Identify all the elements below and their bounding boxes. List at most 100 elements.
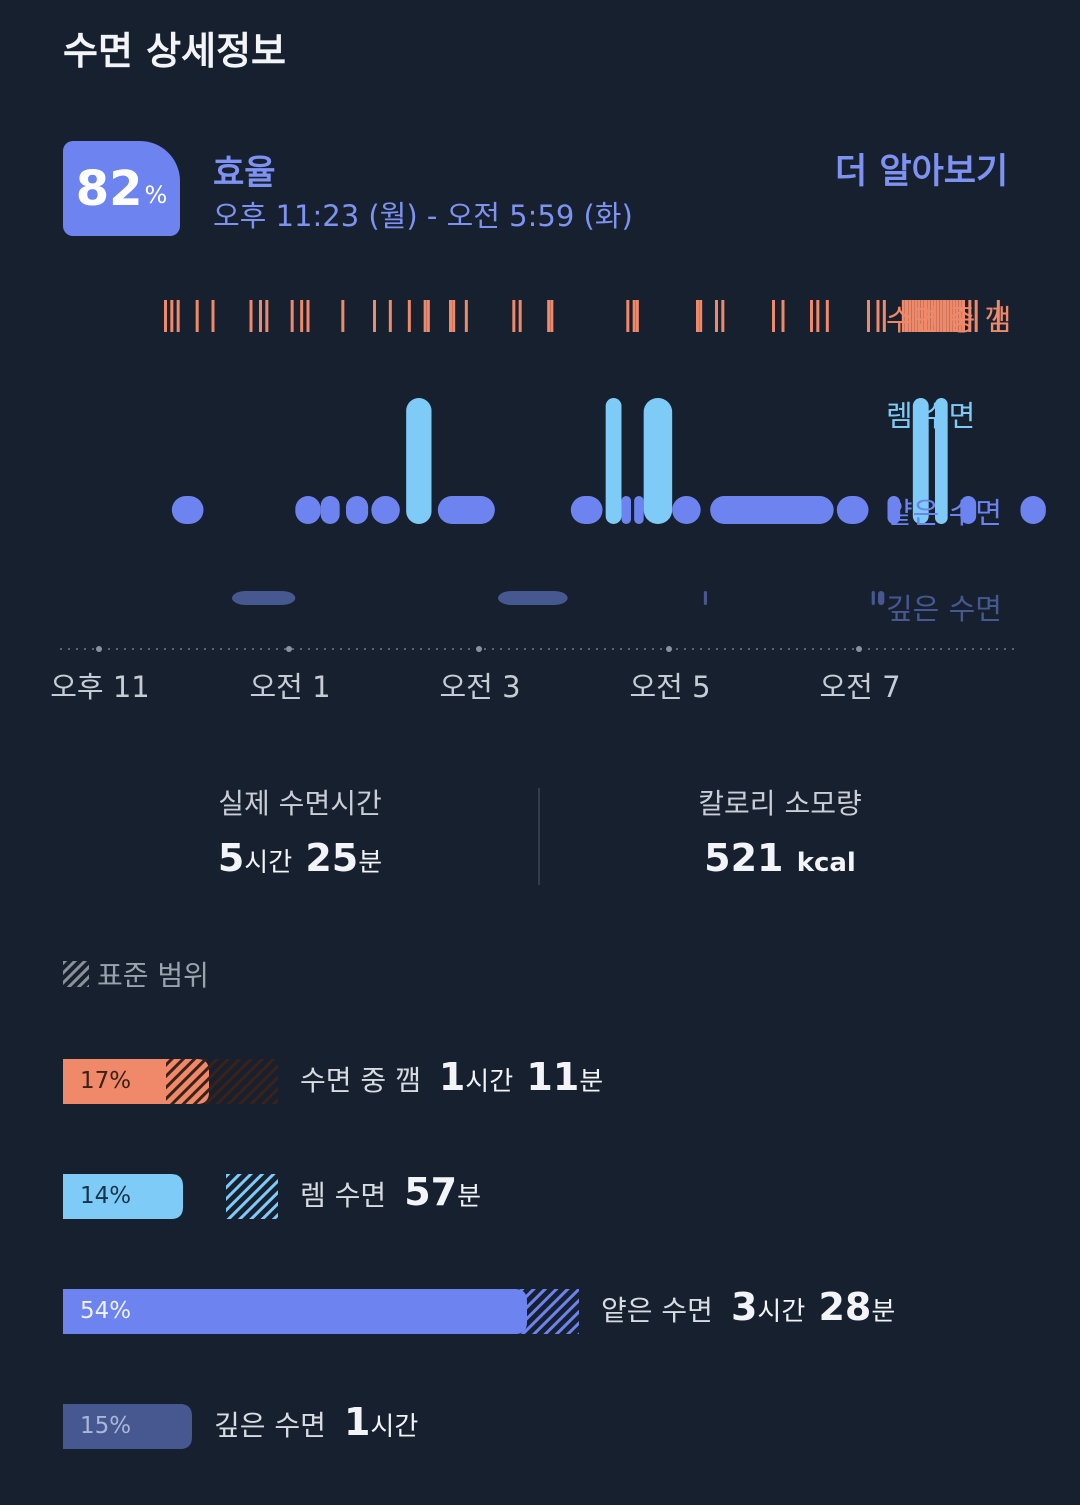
stage-summary: 깊은 수면 1시간 <box>214 1400 418 1444</box>
stage-percent: 14% <box>80 1183 132 1209</box>
hypnogram-segment <box>878 591 885 605</box>
stage-duration: 1시간 <box>344 1400 418 1444</box>
efficiency-label: 효율 <box>213 153 276 193</box>
awake-mark <box>908 300 912 332</box>
stage-bar-fill <box>63 1174 183 1219</box>
awake-mark <box>955 300 959 332</box>
stage-duration: 1시간 11분 <box>439 1055 603 1099</box>
awake-mark <box>211 300 215 332</box>
stage-bar <box>63 1174 278 1219</box>
hypnogram-segment <box>643 398 673 524</box>
awake-mark <box>715 300 718 332</box>
awake-mark <box>626 300 630 332</box>
hypnogram-segment <box>935 398 948 524</box>
standard-range-label: 표준 범위 <box>97 959 209 992</box>
x-tick-label: 오전 1 <box>249 670 331 704</box>
awake-mark <box>905 300 908 332</box>
standard-range-hatch <box>175 1404 183 1449</box>
awake-mark <box>635 300 639 332</box>
duration-number: 1 <box>343 1400 371 1444</box>
awake-mark <box>632 300 636 332</box>
stage-summary: 얕은 수면 3시간 28분 <box>601 1285 895 1329</box>
stage-bar-fill <box>63 1404 192 1449</box>
efficiency-unit: % <box>144 180 168 209</box>
duration-number: 1 <box>438 1055 466 1099</box>
awake-mark <box>721 300 725 332</box>
hypnogram-segment <box>871 591 875 605</box>
awake-mark <box>816 300 820 332</box>
awake-mark <box>943 300 946 332</box>
awake-mark <box>924 300 927 332</box>
awake-mark <box>952 300 956 332</box>
stage-bar <box>63 1289 579 1334</box>
awake-mark <box>968 300 972 332</box>
awake-mark <box>249 300 253 332</box>
stage-breakdown-row: 15% 깊은 수면 1시간 <box>0 1400 1080 1449</box>
x-tick-dot <box>96 646 102 652</box>
awake-mark <box>300 300 304 332</box>
awake-mark <box>170 300 174 332</box>
awake-mark <box>547 300 551 332</box>
hatch-swatch-icon <box>63 961 89 987</box>
awake-mark <box>423 300 427 332</box>
awake-mark <box>962 300 965 332</box>
awake-mark <box>974 300 978 332</box>
stats-divider <box>538 788 540 885</box>
awake-mark <box>867 300 870 332</box>
stage-breakdown-row: 14% 렘 수면 57분 <box>0 1170 1080 1219</box>
stage-breakdown-row: 17% 수면 중 깸 1시간 11분 <box>0 1055 1080 1104</box>
duration-unit: 분 <box>457 1182 481 1212</box>
duration-number: 3 <box>730 1285 758 1329</box>
duration-number: 28 <box>818 1285 872 1329</box>
hypnogram-chart <box>60 300 1046 652</box>
stage-percent: 15% <box>80 1413 132 1439</box>
awake-mark <box>946 300 950 332</box>
stage-breakdown-row: 54% 얕은 수면 3시간 28분 <box>0 1285 1080 1334</box>
stage-summary: 수면 중 깸 1시간 11분 <box>300 1055 603 1099</box>
awake-mark <box>290 300 294 332</box>
awake-mark <box>696 300 699 332</box>
awake-mark <box>518 300 522 332</box>
x-tick-dot <box>856 646 862 652</box>
awake-mark <box>388 300 392 332</box>
awake-mark <box>882 300 886 332</box>
awake-mark <box>933 300 937 332</box>
awake-mark <box>920 300 924 332</box>
hypnogram-segment <box>320 496 340 524</box>
stage-label-deep: 깊은 수면 <box>886 592 1002 626</box>
standard-range-hatch <box>226 1174 278 1219</box>
stage-percent: 17% <box>80 1068 132 1094</box>
duration-unit: 시간 <box>370 1412 419 1442</box>
awake-mark <box>911 300 915 332</box>
awake-mark <box>452 300 456 332</box>
awake-mark <box>996 300 1000 332</box>
learn-more-link[interactable]: 더 알아보기 <box>835 152 1009 192</box>
standard-range-legend: 표준 범위 <box>63 954 209 994</box>
awake-mark <box>699 300 703 332</box>
hypnogram-segment <box>570 496 603 524</box>
awake-mark <box>259 300 262 332</box>
stage-name: 얕은 수면 <box>601 1294 713 1327</box>
hypnogram-segment <box>887 496 901 524</box>
hypnogram-segment <box>703 591 707 605</box>
hypnogram-segment <box>406 398 432 524</box>
hypnogram-segment <box>232 591 296 605</box>
efficiency-badge: 82 % <box>63 141 180 236</box>
standard-range-hatch <box>433 1289 579 1334</box>
awake-mark <box>341 300 345 332</box>
stage-duration: 3시간 28분 <box>731 1285 895 1329</box>
x-tick-dot <box>666 646 672 652</box>
x-tick-label: 오전 7 <box>819 670 901 704</box>
duration-unit: 분 <box>871 1297 896 1327</box>
stage-name: 수면 중 깸 <box>300 1064 421 1097</box>
awake-mark <box>550 300 554 332</box>
hypnogram-segment <box>672 496 701 524</box>
hypnogram-segment <box>371 496 400 524</box>
stage-label-light: 얕은 수면 <box>886 496 1002 530</box>
duration-unit: 시간 <box>757 1297 806 1327</box>
duration-unit: 분 <box>579 1067 604 1097</box>
awake-mark <box>195 300 199 332</box>
hypnogram-segment <box>295 496 321 524</box>
awake-mark <box>958 300 962 332</box>
hypnogram-segment <box>634 496 644 524</box>
